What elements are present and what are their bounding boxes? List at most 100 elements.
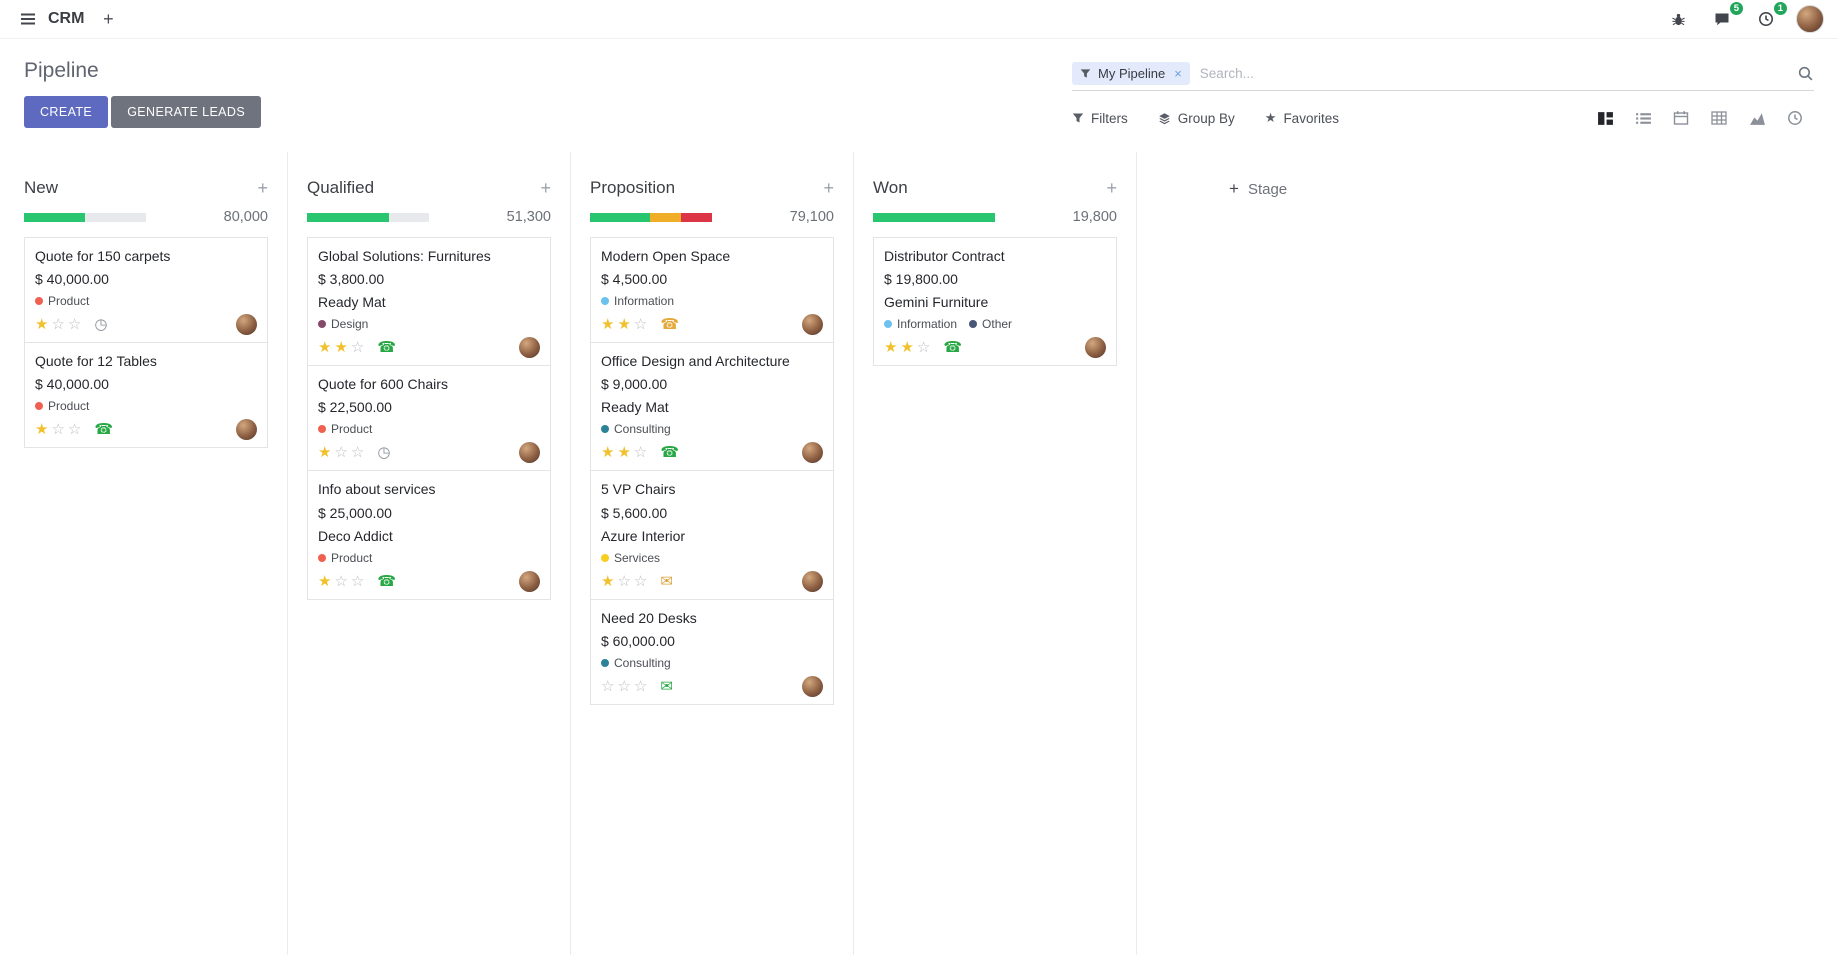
progress-segment[interactable] [649,212,682,222]
priority-stars[interactable]: ★★☆ [601,317,650,332]
filters-button[interactable]: Filters [1072,111,1128,126]
create-button[interactable]: CREATE [24,96,109,128]
quick-add-icon[interactable]: + [540,178,551,198]
phone-activity-icon[interactable]: ☎ [377,339,397,357]
salesperson-avatar[interactable] [519,442,540,464]
star-filled-icon[interactable]: ★ [334,339,351,357]
star-empty-icon[interactable]: ☆ [617,677,634,695]
kanban-view-icon[interactable] [1586,104,1624,132]
quick-add-icon[interactable]: + [257,178,268,198]
column-progressbar[interactable] [590,212,712,222]
list-view-icon[interactable] [1624,104,1662,132]
clock-activity-icon[interactable]: ◷ [94,316,108,334]
star-filled-icon[interactable]: ★ [900,339,917,357]
quick-add-icon[interactable]: + [1106,178,1117,198]
column-title[interactable]: Proposition [590,178,676,197]
apps-menu-icon[interactable] [14,5,42,33]
messages-icon[interactable]: 5 [1708,2,1743,33]
phone-activity-icon[interactable]: ☎ [660,316,680,334]
star-empty-icon[interactable]: ☆ [633,444,651,462]
priority-stars[interactable]: ★★☆ [318,340,367,355]
phone-activity-icon[interactable]: ☎ [943,339,963,357]
kanban-card[interactable]: Distributor Contract $ 19,800.00 Gemini … [873,237,1117,367]
priority-stars[interactable]: ★★☆ [884,340,933,355]
group-by-button[interactable]: Group By [1158,111,1235,126]
kanban-card[interactable]: Office Design and Architecture $ 9,000.0… [590,342,834,472]
app-name[interactable]: CRM [48,10,85,27]
plus-icon[interactable]: + [94,5,122,33]
star-empty-icon[interactable]: ☆ [916,339,934,357]
salesperson-avatar[interactable] [519,337,540,359]
calendar-view-icon[interactable] [1662,104,1700,132]
salesperson-avatar[interactable] [519,570,540,592]
progress-segment[interactable] [681,212,712,222]
progress-segment[interactable] [873,212,995,222]
star-empty-icon[interactable]: ☆ [350,444,368,462]
star-empty-icon[interactable]: ☆ [350,339,368,357]
star-empty-icon[interactable]: ☆ [617,572,634,590]
priority-stars[interactable]: ☆☆☆ [601,679,650,694]
search-facet[interactable]: My Pipeline × [1072,61,1190,85]
kanban-card[interactable]: Need 20 Desks $ 60,000.00 Consulting ☆☆☆… [590,598,834,705]
pivot-view-icon[interactable] [1700,104,1738,132]
debug-bug-icon[interactable] [1664,5,1692,33]
star-filled-icon[interactable]: ★ [601,572,618,590]
activities-clock-icon[interactable]: 1 [1752,2,1787,33]
kanban-card[interactable]: Quote for 12 Tables $ 40,000.00 Product … [24,342,268,449]
phone-activity-icon[interactable]: ☎ [660,444,680,462]
kanban-card[interactable]: Modern Open Space $ 4,500.00 Information… [590,237,834,344]
kanban-card[interactable]: Quote for 600 Chairs $ 22,500.00 Product… [307,365,551,472]
star-empty-icon[interactable]: ☆ [601,677,618,695]
kanban-card[interactable]: Global Solutions: Furnitures $ 3,800.00 … [307,237,551,367]
star-filled-icon[interactable]: ★ [617,316,634,334]
star-empty-icon[interactable]: ☆ [334,444,351,462]
star-empty-icon[interactable]: ☆ [633,316,651,334]
star-empty-icon[interactable]: ☆ [633,677,651,695]
priority-stars[interactable]: ★☆☆ [318,574,367,589]
clock-activity-icon[interactable]: ◷ [377,444,391,462]
column-progressbar[interactable] [24,212,146,222]
column-title[interactable]: Won [873,178,908,197]
star-empty-icon[interactable]: ☆ [51,421,68,439]
star-empty-icon[interactable]: ☆ [67,421,85,439]
kanban-card[interactable]: 5 VP Chairs $ 5,600.00 Azure Interior Se… [590,470,834,600]
phone-activity-icon[interactable]: ☎ [94,421,114,439]
star-empty-icon[interactable]: ☆ [633,572,651,590]
salesperson-avatar[interactable] [802,442,823,464]
star-filled-icon[interactable]: ★ [884,339,901,357]
salesperson-avatar[interactable] [802,570,823,592]
quick-add-icon[interactable]: + [823,178,834,198]
priority-stars[interactable]: ★☆☆ [35,317,84,332]
salesperson-avatar[interactable] [1085,337,1106,359]
search-input[interactable] [1199,65,1797,81]
salesperson-avatar[interactable] [236,419,257,441]
favorites-button[interactable]: ★ Favorites [1265,110,1339,126]
phone-activity-icon[interactable]: ☎ [377,572,397,590]
salesperson-avatar[interactable] [802,314,823,336]
star-filled-icon[interactable]: ★ [35,421,52,439]
generate-leads-button[interactable]: GENERATE LEADS [111,96,262,128]
column-progressbar[interactable] [873,212,995,222]
progress-segment[interactable] [590,212,650,222]
remove-facet-icon[interactable]: × [1174,65,1182,81]
search-bar[interactable]: My Pipeline × [1072,59,1814,91]
kanban-card[interactable]: Info about services $ 25,000.00 Deco Add… [307,470,551,600]
star-empty-icon[interactable]: ☆ [51,316,68,334]
progress-segment[interactable] [307,212,389,222]
star-filled-icon[interactable]: ★ [601,316,618,334]
search-icon[interactable] [1797,65,1814,82]
envelope-activity-icon[interactable]: ✉ [660,677,673,695]
priority-stars[interactable]: ★☆☆ [35,422,84,437]
column-title[interactable]: New [24,178,59,197]
star-empty-icon[interactable]: ☆ [350,572,368,590]
priority-stars[interactable]: ★☆☆ [318,445,367,460]
priority-stars[interactable]: ★★☆ [601,445,650,460]
graph-view-icon[interactable] [1738,104,1776,132]
star-filled-icon[interactable]: ★ [318,572,335,590]
star-filled-icon[interactable]: ★ [318,339,335,357]
envelope-activity-icon[interactable]: ✉ [660,572,673,590]
column-progressbar[interactable] [307,212,429,222]
priority-stars[interactable]: ★☆☆ [601,574,650,589]
star-filled-icon[interactable]: ★ [35,316,52,334]
star-filled-icon[interactable]: ★ [601,444,618,462]
